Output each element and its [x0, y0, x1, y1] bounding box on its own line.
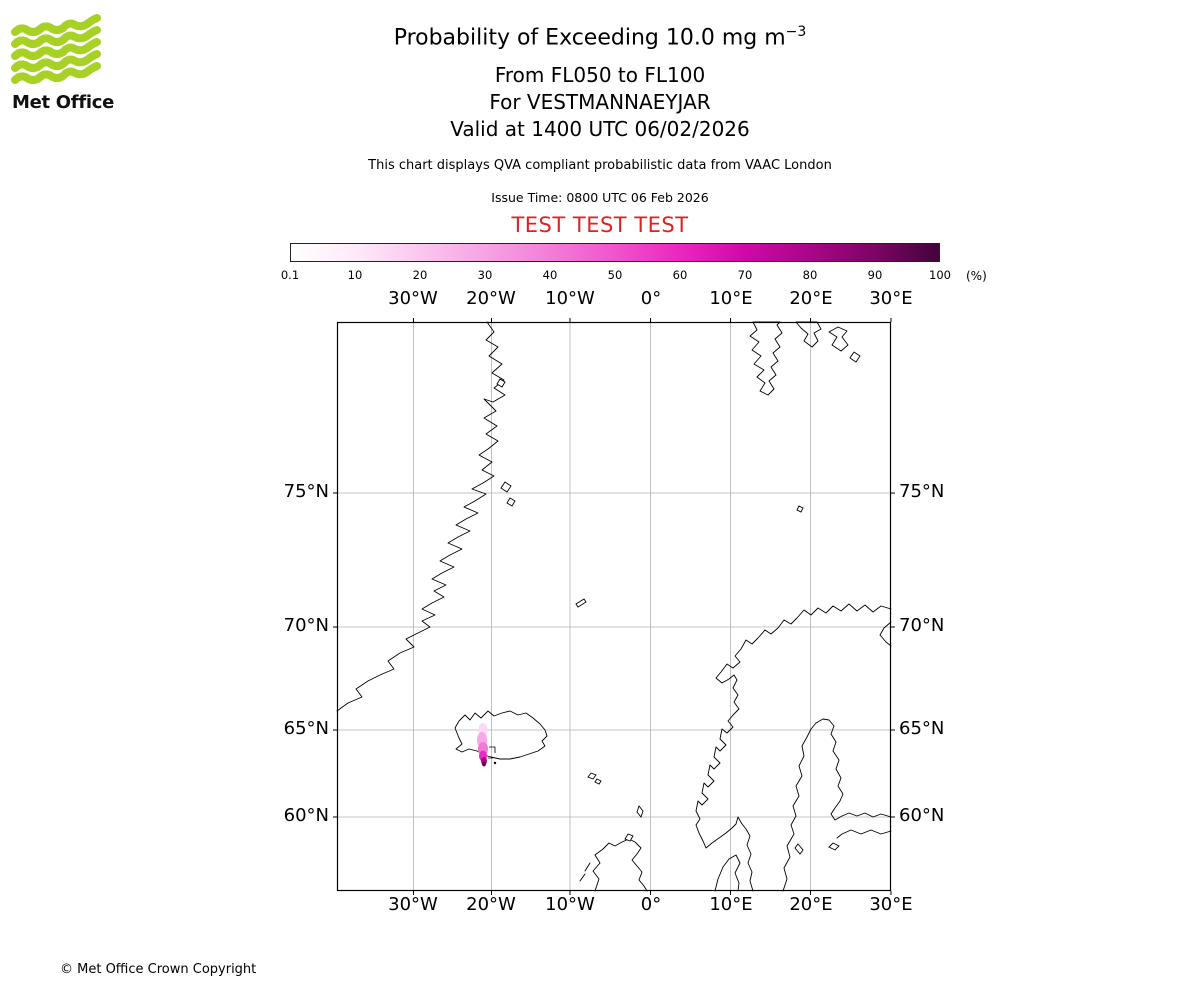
coastline-scotland: [592, 838, 648, 892]
jan-mayen: [575, 598, 587, 608]
faroe-islands: [587, 772, 597, 780]
lon-label-top: 20°W: [466, 288, 516, 309]
ash-plume: [477, 723, 496, 767]
shetland: [636, 805, 644, 818]
subtitle-flight-levels: From FL050 to FL100: [494, 63, 706, 87]
lat-label-left: 70°N: [283, 615, 329, 636]
lon-label-bottom: 10°W: [545, 894, 595, 915]
logo-wave: [11, 62, 101, 84]
colorbar-unit-label: (%): [966, 269, 987, 283]
lon-label-bottom: 0°: [640, 894, 662, 915]
logo-brand-text: Met Office: [12, 92, 115, 113]
gotland: [794, 843, 804, 855]
lon-label-top: 30°E: [869, 288, 913, 309]
colorbar-tick: 80: [802, 268, 818, 282]
coastlines: [336, 321, 892, 892]
colorbar-tick: 90: [867, 268, 883, 282]
logo-waves: [11, 14, 101, 84]
lon-label-bottom: 20°E: [789, 894, 833, 915]
title-main: Probability of Exceeding 10.0 mg m: [393, 25, 786, 51]
colorbar-gradient: [290, 243, 940, 262]
qva-compliance-note: This chart displays QVA compliant probab…: [368, 158, 832, 173]
colorbar-tick: 70: [737, 268, 753, 282]
coastline-iceland: [454, 710, 548, 760]
estonian-island: [828, 842, 840, 851]
lat-label-left: 60°N: [283, 805, 329, 826]
lon-label-bottom: 30°W: [388, 894, 438, 915]
coastline-svalbard: [749, 321, 783, 396]
lat-label-left: 75°N: [283, 481, 329, 502]
bear-island: [796, 505, 804, 513]
issue-time: Issue Time: 0800 UTC 06 Feb 2026: [491, 190, 709, 205]
colorbar-tick: 60: [672, 268, 688, 282]
coastline-svalbard-islet: [849, 351, 861, 363]
coastline-sweden-finland: [782, 718, 892, 892]
logo-wave: [11, 38, 101, 60]
colorbar-tick: 20: [412, 268, 428, 282]
logo-wave: [11, 14, 101, 36]
lat-label-right: 60°N: [899, 805, 945, 826]
lon-label-top: 10°E: [709, 288, 753, 309]
subtitle-valid-time: Valid at 1400 UTC 06/02/2026: [450, 117, 750, 141]
coastline-norway: [695, 603, 892, 892]
map-canvas: [333, 318, 895, 895]
greenland-islet: [496, 378, 506, 388]
logo-wave: [11, 26, 101, 48]
colorbar-tick: 0.1: [280, 268, 300, 282]
copyright-notice: © Met Office Crown Copyright: [60, 962, 257, 977]
faroe-islands: [594, 778, 602, 785]
greenland-islet: [500, 481, 512, 493]
coastline-white-sea: [879, 621, 892, 647]
coastline-svalbard-e: [828, 326, 849, 352]
subtitle-volcano: For VESTMANNAEYJAR: [489, 90, 711, 114]
lat-label-right: 65°N: [899, 718, 945, 739]
lat-label-right: 75°N: [899, 481, 945, 502]
met-office-logo: [11, 14, 112, 92]
lon-label-top: 10°W: [545, 288, 595, 309]
colorbar-tick: 100: [929, 268, 951, 282]
coastline-estonia: [836, 829, 892, 839]
lon-label-top: 30°W: [388, 288, 438, 309]
vestmannaeyjar-islet: [493, 761, 497, 765]
plume-blob: [482, 761, 486, 767]
colorbar-tick: 40: [542, 268, 558, 282]
page-title: Probability of Exceeding 10.0 mg m−3: [0, 24, 1200, 50]
greenland-islet: [506, 497, 516, 507]
title-superscript: −3: [785, 24, 807, 40]
colorbar-tick: 50: [607, 268, 623, 282]
graticule: [337, 322, 891, 891]
plume-contour: [488, 746, 496, 759]
lon-label-bottom: 20°W: [466, 894, 516, 915]
lon-label-top: 0°: [640, 288, 662, 309]
lon-label-bottom: 30°E: [869, 894, 913, 915]
map-border: [336, 321, 892, 892]
colorbar-tick: 10: [347, 268, 363, 282]
coastline-jutland: [714, 854, 741, 892]
test-banner: TEST TEST TEST: [511, 213, 689, 237]
colorbar-tick: 30: [477, 268, 493, 282]
lat-label-right: 70°N: [899, 615, 945, 636]
coastline-svalbard-ne: [795, 321, 822, 348]
lon-label-bottom: 10°E: [709, 894, 753, 915]
coastline-greenland: [336, 321, 506, 712]
orkney: [624, 833, 634, 842]
colorbar-ticks: 0.1 10 20 30 40 50 60 70 80 90 100: [281, 268, 951, 284]
lat-label-left: 65°N: [283, 718, 329, 739]
logo-wave: [11, 50, 101, 72]
hebrides: [579, 862, 591, 882]
axis-ticks: [333, 318, 895, 895]
lon-label-top: 20°E: [789, 288, 833, 309]
